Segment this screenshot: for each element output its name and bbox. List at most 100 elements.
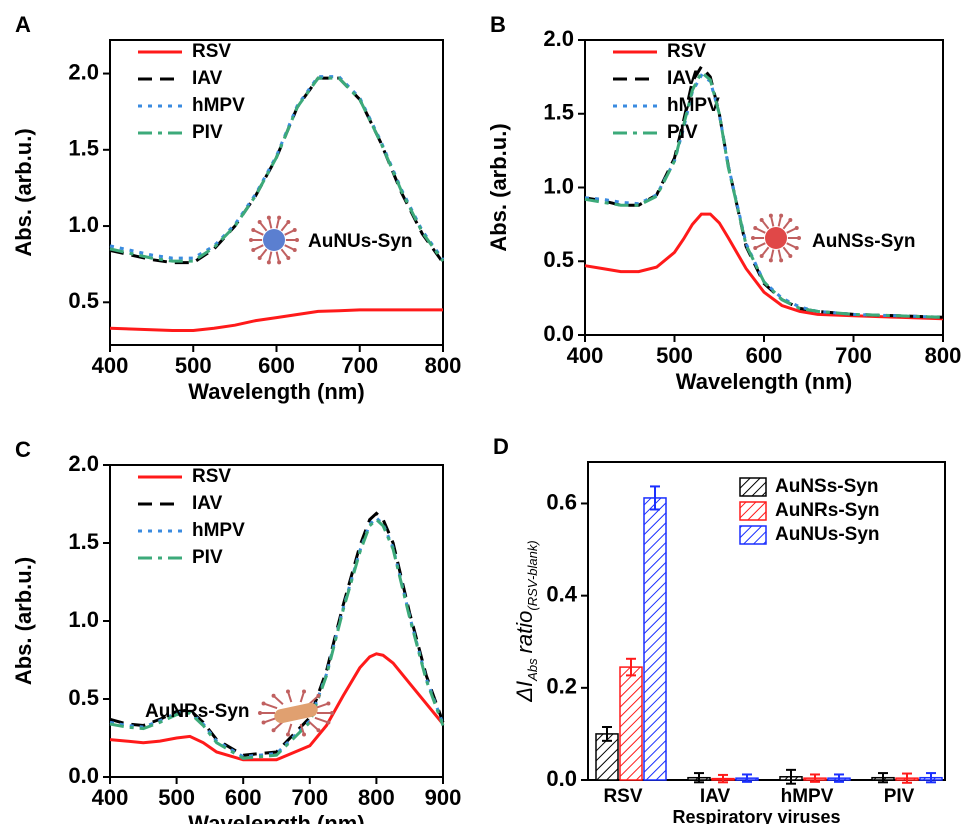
x-tick-label: 600 [746, 343, 783, 368]
legend-label: PIV [667, 122, 698, 143]
legend-label: IAV [192, 493, 223, 514]
y-axis-label-part: (RSV-blank) [525, 540, 540, 610]
nanoparticle-icon [249, 215, 299, 265]
y-axis-label: Abs. (arb.u.) [11, 128, 36, 256]
error-bar [810, 773, 820, 783]
y-tick-label: 2.0 [543, 26, 574, 51]
legend-label: AuNUs-Syn [775, 524, 880, 545]
legend-label: hMPV [667, 95, 720, 116]
annotation: AuNUs-Syn [308, 231, 413, 252]
x-tick-label: 500 [656, 343, 693, 368]
series-line [109, 517, 445, 760]
legend-label: RSV [192, 41, 231, 62]
x-tick-label: 800 [425, 353, 462, 378]
x-tick-label: 500 [158, 785, 195, 810]
annotation: AuNRs-Syn [145, 701, 250, 722]
x-tick-label: RSV [603, 786, 642, 807]
nanoparticle-icon [751, 213, 801, 263]
y-axis-label: Abs. (arb.u.) [486, 123, 511, 251]
y-axis-label-part: Abs [525, 658, 540, 682]
y-tick-label: 1.5 [68, 529, 99, 554]
y-tick-label: 0.5 [68, 288, 99, 313]
y-tick-label: 0.5 [68, 685, 99, 710]
panel-label: C [15, 437, 31, 462]
panel-label: D [493, 434, 509, 459]
error-bar [786, 768, 796, 785]
x-tick-label: 700 [835, 343, 872, 368]
x-tick-label: 800 [925, 343, 962, 368]
x-tick-label: 600 [225, 785, 262, 810]
x-axis-label: Wavelength (nm) [188, 379, 364, 404]
series-line [109, 308, 443, 332]
y-tick-label: 1.0 [68, 607, 99, 632]
x-tick-label: 400 [92, 785, 129, 810]
legend-label: PIV [192, 122, 223, 143]
y-axis-label: ΔIAbs ratio(RSV-blank) [512, 540, 540, 702]
error-bar [718, 773, 728, 784]
legend-label: RSV [667, 41, 706, 62]
x-axis-label: Wavelength (nm) [676, 369, 852, 394]
error-bar [742, 773, 752, 783]
y-axis-label-part: ΔI [512, 681, 537, 703]
series-line [109, 652, 445, 762]
series-line [109, 511, 445, 757]
series-line [584, 70, 944, 319]
y-tick-label: 2.0 [68, 59, 99, 84]
error-bar [694, 772, 704, 784]
legend-swatch [739, 477, 767, 497]
x-tick-label: 800 [358, 785, 395, 810]
panel-label: B [490, 12, 506, 37]
x-tick-label: PIV [884, 786, 915, 807]
legend-swatch [739, 501, 767, 521]
legend-label: RSV [192, 466, 231, 487]
x-axis-label: Wavelength (nm) [188, 811, 364, 824]
error-bar [902, 772, 912, 784]
y-tick-label: 0.4 [546, 581, 577, 606]
panel-label: A [15, 12, 31, 37]
error-bar [626, 657, 636, 677]
y-tick-label: 1.5 [68, 136, 99, 161]
y-tick-label: 0.0 [546, 766, 577, 791]
y-axis-label-part: ratio [512, 611, 537, 654]
y-tick-label: 0.5 [543, 247, 574, 272]
legend-label: hMPV [192, 520, 245, 541]
nanoparticle-icon [258, 689, 334, 737]
series-line [584, 212, 944, 321]
error-bar [602, 726, 612, 742]
y-tick-label: 1.0 [543, 173, 574, 198]
error-bar [926, 772, 936, 784]
y-tick-label: 1.5 [543, 100, 574, 125]
axes-frame [587, 461, 946, 781]
x-tick-label: 400 [567, 343, 604, 368]
legend-label: IAV [667, 68, 698, 89]
error-bar [650, 485, 660, 511]
legend-label: AuNSs-Syn [775, 476, 878, 497]
bar [643, 497, 667, 781]
y-tick-label: 2.0 [68, 451, 99, 476]
x-tick-label: 600 [258, 353, 295, 378]
y-tick-label: 0.6 [546, 489, 577, 514]
y-tick-label: 0.0 [68, 763, 99, 788]
y-tick-label: 0.0 [543, 321, 574, 346]
x-tick-label: 400 [92, 353, 129, 378]
legend-label: hMPV [192, 95, 245, 116]
legend-label: IAV [192, 68, 223, 89]
axes-frame [109, 39, 444, 346]
x-tick-label: hMPV [781, 786, 834, 807]
error-bar [834, 773, 844, 783]
series-line [109, 76, 445, 263]
x-tick-label: 500 [175, 353, 212, 378]
x-tick-label: 700 [291, 785, 328, 810]
x-axis-label: Respiratory viruses [672, 807, 840, 824]
x-tick-label: IAV [700, 786, 731, 807]
bar [619, 666, 643, 781]
legend-label: PIV [192, 547, 223, 568]
legend-swatch [739, 525, 767, 545]
error-bar [878, 772, 888, 784]
x-tick-label: 900 [425, 785, 462, 810]
annotation: AuNSs-Syn [812, 231, 915, 252]
x-tick-label: 700 [341, 353, 378, 378]
y-axis-label: Abs. (arb.u.) [11, 557, 36, 685]
legend-label: AuNRs-Syn [775, 500, 880, 521]
